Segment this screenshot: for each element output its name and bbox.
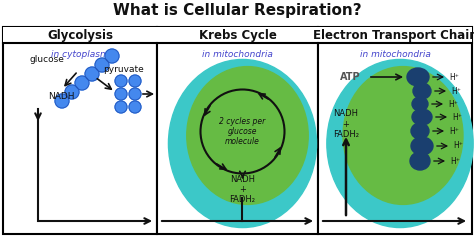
Circle shape — [65, 85, 79, 99]
Bar — [3, 27, 157, 43]
Bar — [318, 27, 472, 43]
Circle shape — [75, 76, 89, 90]
Text: H⁺: H⁺ — [453, 141, 463, 151]
Circle shape — [129, 101, 141, 113]
Ellipse shape — [187, 67, 308, 204]
Text: H⁺: H⁺ — [448, 99, 458, 109]
Text: Electron Transport Chain: Electron Transport Chain — [313, 28, 474, 42]
Text: NADH: NADH — [48, 92, 74, 101]
Ellipse shape — [412, 97, 428, 111]
Text: glucose: glucose — [30, 54, 65, 64]
Text: pyruvate: pyruvate — [104, 65, 145, 74]
Text: H⁺: H⁺ — [449, 72, 459, 81]
Circle shape — [129, 88, 141, 100]
Circle shape — [115, 75, 127, 87]
Text: NADH
+
FADH₂: NADH + FADH₂ — [229, 175, 255, 204]
Text: NADH
+
FADH₂: NADH + FADH₂ — [333, 109, 359, 139]
Bar — [3, 27, 157, 234]
Bar — [157, 27, 318, 234]
Circle shape — [55, 94, 69, 108]
Ellipse shape — [407, 68, 429, 86]
Circle shape — [115, 101, 127, 113]
Text: ATP: ATP — [340, 72, 361, 82]
Ellipse shape — [168, 60, 317, 228]
Bar — [157, 27, 318, 43]
Ellipse shape — [411, 123, 429, 139]
Ellipse shape — [327, 60, 473, 228]
Text: Glycolysis: Glycolysis — [47, 28, 113, 42]
Ellipse shape — [411, 137, 433, 155]
Circle shape — [105, 49, 119, 63]
Text: Krebs Cycle: Krebs Cycle — [199, 28, 276, 42]
Text: in mitochondria: in mitochondria — [360, 50, 430, 59]
Text: in cytoplasm: in cytoplasm — [51, 50, 109, 59]
Circle shape — [129, 75, 141, 87]
Circle shape — [95, 58, 109, 72]
Text: 2 cycles per
glucose
molecule: 2 cycles per glucose molecule — [219, 117, 265, 147]
Text: H⁺: H⁺ — [452, 113, 462, 121]
Text: in mitochondria: in mitochondria — [202, 50, 273, 59]
Ellipse shape — [413, 83, 431, 99]
Circle shape — [85, 67, 99, 81]
Circle shape — [115, 88, 127, 100]
Ellipse shape — [410, 152, 430, 170]
Ellipse shape — [343, 67, 463, 204]
Text: What is Cellular Respiration?: What is Cellular Respiration? — [113, 3, 361, 18]
Bar — [318, 27, 472, 234]
Ellipse shape — [412, 109, 432, 125]
Text: H⁺: H⁺ — [451, 87, 461, 96]
Text: H⁺: H⁺ — [449, 126, 459, 136]
Text: H⁺: H⁺ — [450, 157, 460, 165]
